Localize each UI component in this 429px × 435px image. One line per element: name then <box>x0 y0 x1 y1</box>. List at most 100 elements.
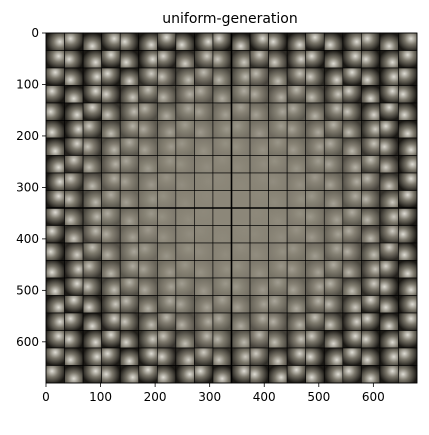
image-tile <box>249 207 269 226</box>
image-tile <box>45 365 65 384</box>
image-tile <box>361 347 381 366</box>
image-tile <box>64 32 84 51</box>
image-tile <box>138 242 158 261</box>
image-tile <box>398 295 418 314</box>
image-tile <box>212 190 232 209</box>
image-tile <box>194 190 214 209</box>
image-tile <box>379 50 399 69</box>
image-tile <box>249 277 269 296</box>
image-tile <box>305 312 325 331</box>
image-tile <box>379 137 399 156</box>
image-tile <box>379 225 399 244</box>
image-tile <box>268 295 288 314</box>
image-tile <box>379 120 399 139</box>
image-tile <box>379 242 399 261</box>
image-tile <box>342 277 362 296</box>
image-tile <box>231 225 251 244</box>
image-tile <box>231 207 251 226</box>
image-tile <box>361 260 381 279</box>
image-tile <box>342 155 362 174</box>
image-tile <box>175 207 195 226</box>
image-tile <box>212 50 232 69</box>
image-tile <box>305 260 325 279</box>
image-tile <box>231 277 251 296</box>
image-tile <box>231 347 251 366</box>
image-tile <box>82 155 102 174</box>
y-tick-label: 100 <box>16 77 39 91</box>
image-tile <box>286 295 306 314</box>
image-tile <box>212 155 232 174</box>
image-tile <box>249 260 269 279</box>
image-tile <box>138 330 158 349</box>
y-tick-label: 300 <box>16 180 39 194</box>
image-tile <box>379 277 399 296</box>
image-tile <box>138 172 158 191</box>
image-tile <box>82 172 102 191</box>
image-tile <box>157 85 177 104</box>
image-tile <box>119 190 140 209</box>
image-tile <box>323 137 344 156</box>
image-tile <box>138 102 158 121</box>
y-tick-label: 400 <box>16 232 39 246</box>
image-tile <box>305 295 325 314</box>
image-tile <box>175 330 195 349</box>
image-tile <box>101 155 121 174</box>
image-tile <box>194 277 214 296</box>
image-tile <box>342 365 362 384</box>
image-tile <box>342 120 362 139</box>
image-tile <box>175 155 195 174</box>
image-tile <box>323 295 344 314</box>
image-tile <box>379 312 399 331</box>
image-tile <box>64 295 84 314</box>
image-tile <box>64 312 84 331</box>
image-tile <box>138 260 158 279</box>
image-tile <box>157 50 177 69</box>
image-tile <box>361 190 381 209</box>
image-tile <box>194 137 214 156</box>
image-tile <box>64 85 84 104</box>
image-tile <box>286 312 306 331</box>
image-tile <box>212 225 232 244</box>
image-tile <box>82 347 102 366</box>
image-tile <box>64 50 84 69</box>
image-tile <box>175 172 195 191</box>
image-tile <box>268 242 288 261</box>
image-tile <box>119 172 140 191</box>
image-tile <box>268 312 288 331</box>
image-tile <box>379 295 399 314</box>
image-tile <box>398 365 418 384</box>
image-tile <box>101 260 121 279</box>
image-tile <box>361 207 381 226</box>
image-tile <box>64 207 84 226</box>
image-tile <box>305 85 325 104</box>
image-tile <box>268 190 288 209</box>
image-tile <box>342 50 362 69</box>
image-tile <box>231 120 251 139</box>
image-tile <box>342 102 362 121</box>
image-tile <box>64 365 84 384</box>
image-tile <box>138 295 158 314</box>
image-tile <box>361 155 381 174</box>
image-tile <box>138 312 158 331</box>
image-tile <box>64 347 84 366</box>
image-tile <box>45 260 65 279</box>
image-tile <box>82 295 102 314</box>
image-tile <box>82 67 102 86</box>
image-tile <box>175 120 195 139</box>
image-tile <box>268 102 288 121</box>
image-tile <box>138 277 158 296</box>
image-tile <box>157 137 177 156</box>
image-tile <box>138 67 158 86</box>
image-tile <box>119 102 140 121</box>
image-tile <box>286 137 306 156</box>
image-tile <box>212 207 232 226</box>
image-tile <box>175 67 195 86</box>
image-tile <box>82 330 102 349</box>
image-tile <box>175 102 195 121</box>
image-tile <box>398 50 418 69</box>
image-tile <box>119 365 140 384</box>
image-tile <box>231 295 251 314</box>
image-tile <box>82 137 102 156</box>
image-tile <box>323 242 344 261</box>
x-tick-label: 100 <box>89 390 112 404</box>
